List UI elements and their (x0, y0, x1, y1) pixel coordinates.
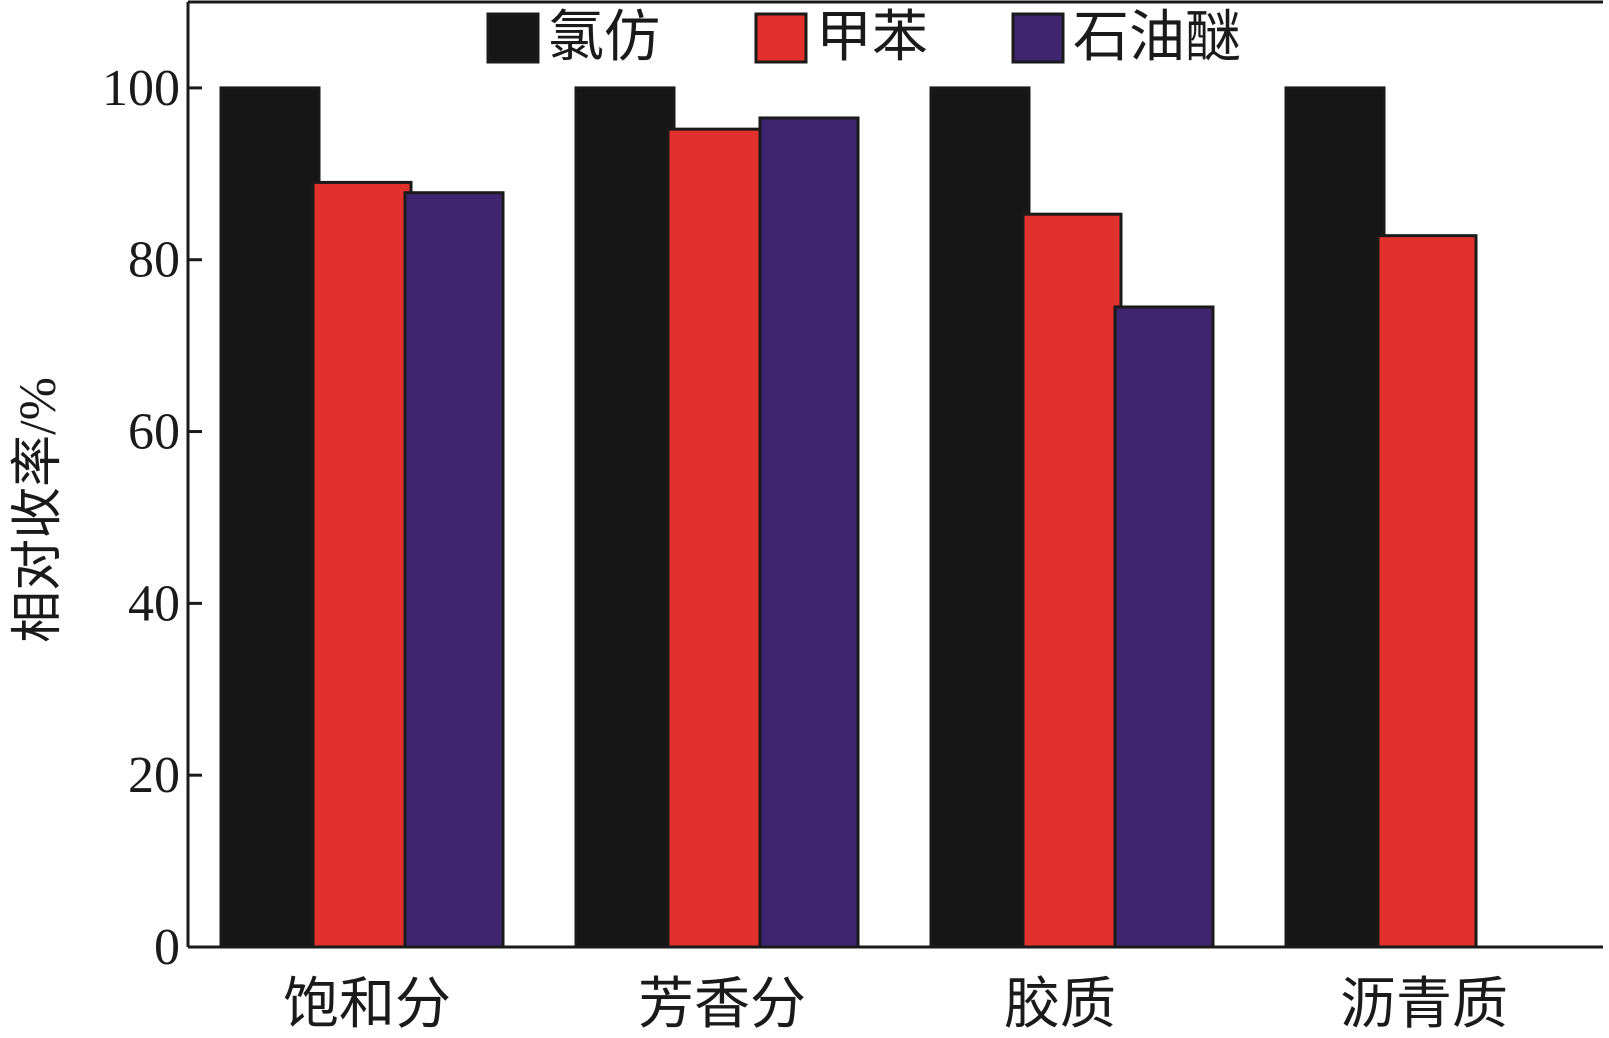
x-category-label-1: 饱和分 (283, 974, 451, 1033)
labels-layer: 0 20 40 60 80 100 饱和分 芳香分 胶质 沥青质 相对收率/% (10, 60, 1508, 1036)
legend-item-3: 石油醚 (1011, 7, 1241, 69)
legend-item-1: 氯仿 (486, 7, 660, 69)
legend-label-2: 甲苯 (816, 7, 928, 69)
bar-2-series-2 (666, 127, 768, 949)
bar-1-series-3 (403, 191, 505, 949)
x-category-label-3: 胶质 (1004, 974, 1116, 1033)
y-tick-label-100: 100 (102, 60, 180, 117)
bar-4-series-2 (1376, 234, 1478, 949)
bar-1-series-1 (219, 86, 321, 949)
bar-4-series-1 (1284, 86, 1386, 949)
legend-swatch-1 (486, 12, 540, 64)
bar-3-series-1 (929, 86, 1031, 949)
y-tick-label-20: 20 (128, 747, 180, 804)
legend-swatch-3 (1011, 12, 1065, 64)
bar-3-series-2 (1021, 212, 1123, 949)
legend-label-1: 氯仿 (548, 7, 660, 69)
bar-2-series-1 (574, 86, 676, 949)
bars-layer (219, 86, 1478, 949)
bar-1-series-2 (311, 180, 413, 949)
x-category-label-4: 沥青质 (1340, 974, 1508, 1033)
legend-swatch-2 (754, 12, 808, 64)
y-axis-label: 相对收率/% (10, 377, 67, 643)
y-tick-label-80: 80 (128, 232, 180, 289)
legend: 氯仿 甲苯 石油醚 (486, 7, 1241, 69)
bar-2-series-3 (758, 116, 860, 949)
legend-label-3: 石油醚 (1073, 7, 1241, 69)
y-tick-label-40: 40 (128, 575, 180, 632)
bar-3-series-3 (1113, 305, 1215, 949)
y-tick-label-60: 60 (128, 404, 180, 461)
x-category-label-2: 芳香分 (638, 974, 806, 1033)
legend-item-2: 甲苯 (754, 7, 928, 69)
axes-layer (186, 0, 1603, 949)
y-tick-label-0: 0 (154, 919, 180, 976)
